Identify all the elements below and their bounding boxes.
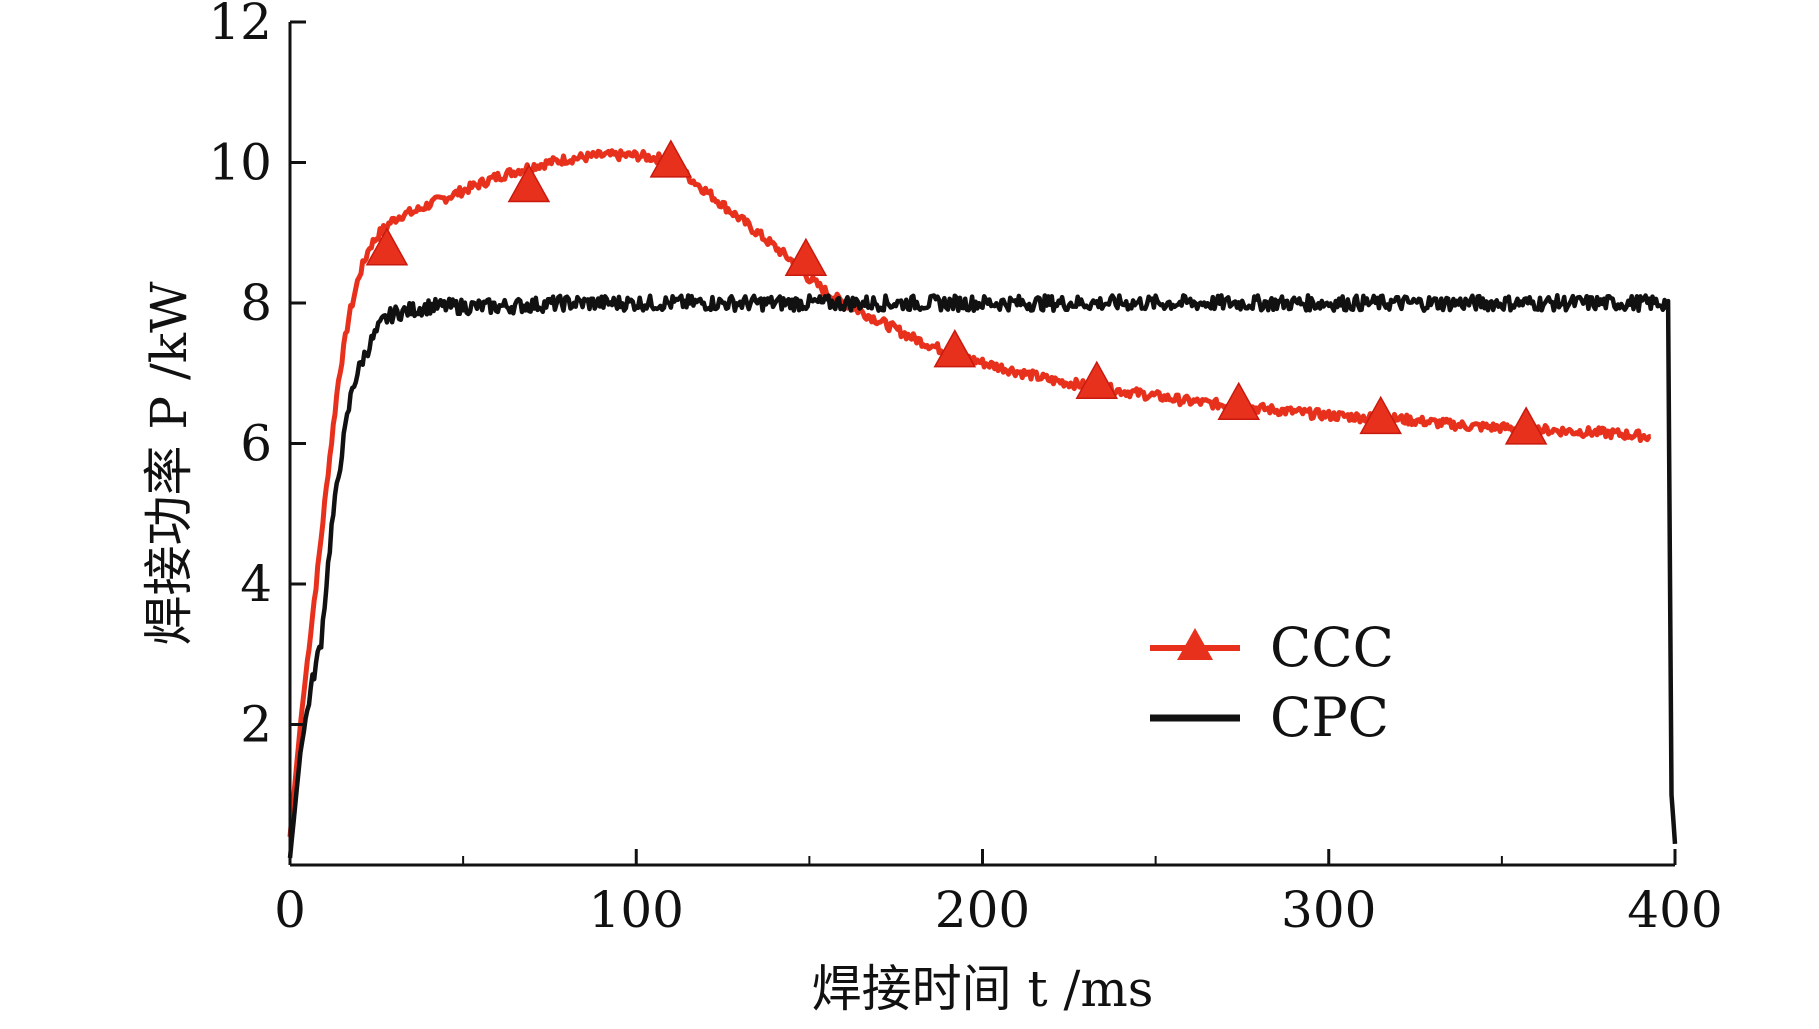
x-axis-title: 焊接时间 t /ms xyxy=(812,960,1154,1018)
plot-area xyxy=(287,139,1678,859)
series-marker-ccc xyxy=(1075,360,1119,399)
y-axis-title: 焊接功率 P /kW xyxy=(140,281,198,646)
series-line-cpc xyxy=(287,293,1678,859)
y-tick-label: 2 xyxy=(240,696,272,754)
series-marker-ccc xyxy=(1504,406,1548,445)
series-marker-ccc xyxy=(507,163,551,203)
y-tick-label: 12 xyxy=(208,0,272,51)
series-marker-ccc xyxy=(1217,381,1260,421)
x-tick-label: 100 xyxy=(589,881,684,939)
series-marker-ccc xyxy=(933,329,977,368)
x-tick-label: 200 xyxy=(935,881,1030,939)
x-tick-label: 0 xyxy=(274,881,306,939)
legend-marker-ccc xyxy=(1177,628,1213,660)
legend-label-ccc: CCC xyxy=(1270,616,1394,679)
series-line-ccc xyxy=(287,148,1652,838)
y-tick-label: 8 xyxy=(240,274,272,332)
y-tick-label: 4 xyxy=(240,555,272,613)
series-marker-ccc xyxy=(649,139,693,178)
y-tick-label: 6 xyxy=(240,415,272,473)
legend: CCC CPC xyxy=(1150,616,1394,749)
legend-label-cpc: CPC xyxy=(1270,686,1389,749)
series-marker-ccc xyxy=(784,237,828,276)
x-tick-label: 300 xyxy=(1281,881,1376,939)
series-marker-ccc xyxy=(365,227,409,266)
axes: 0 100 200 300 400 2 4 6 8 10 12 xyxy=(208,0,1722,939)
series-marker-ccc xyxy=(1359,395,1402,435)
y-tick-label: 10 xyxy=(208,134,272,192)
x-tick-label: 400 xyxy=(1627,881,1722,939)
